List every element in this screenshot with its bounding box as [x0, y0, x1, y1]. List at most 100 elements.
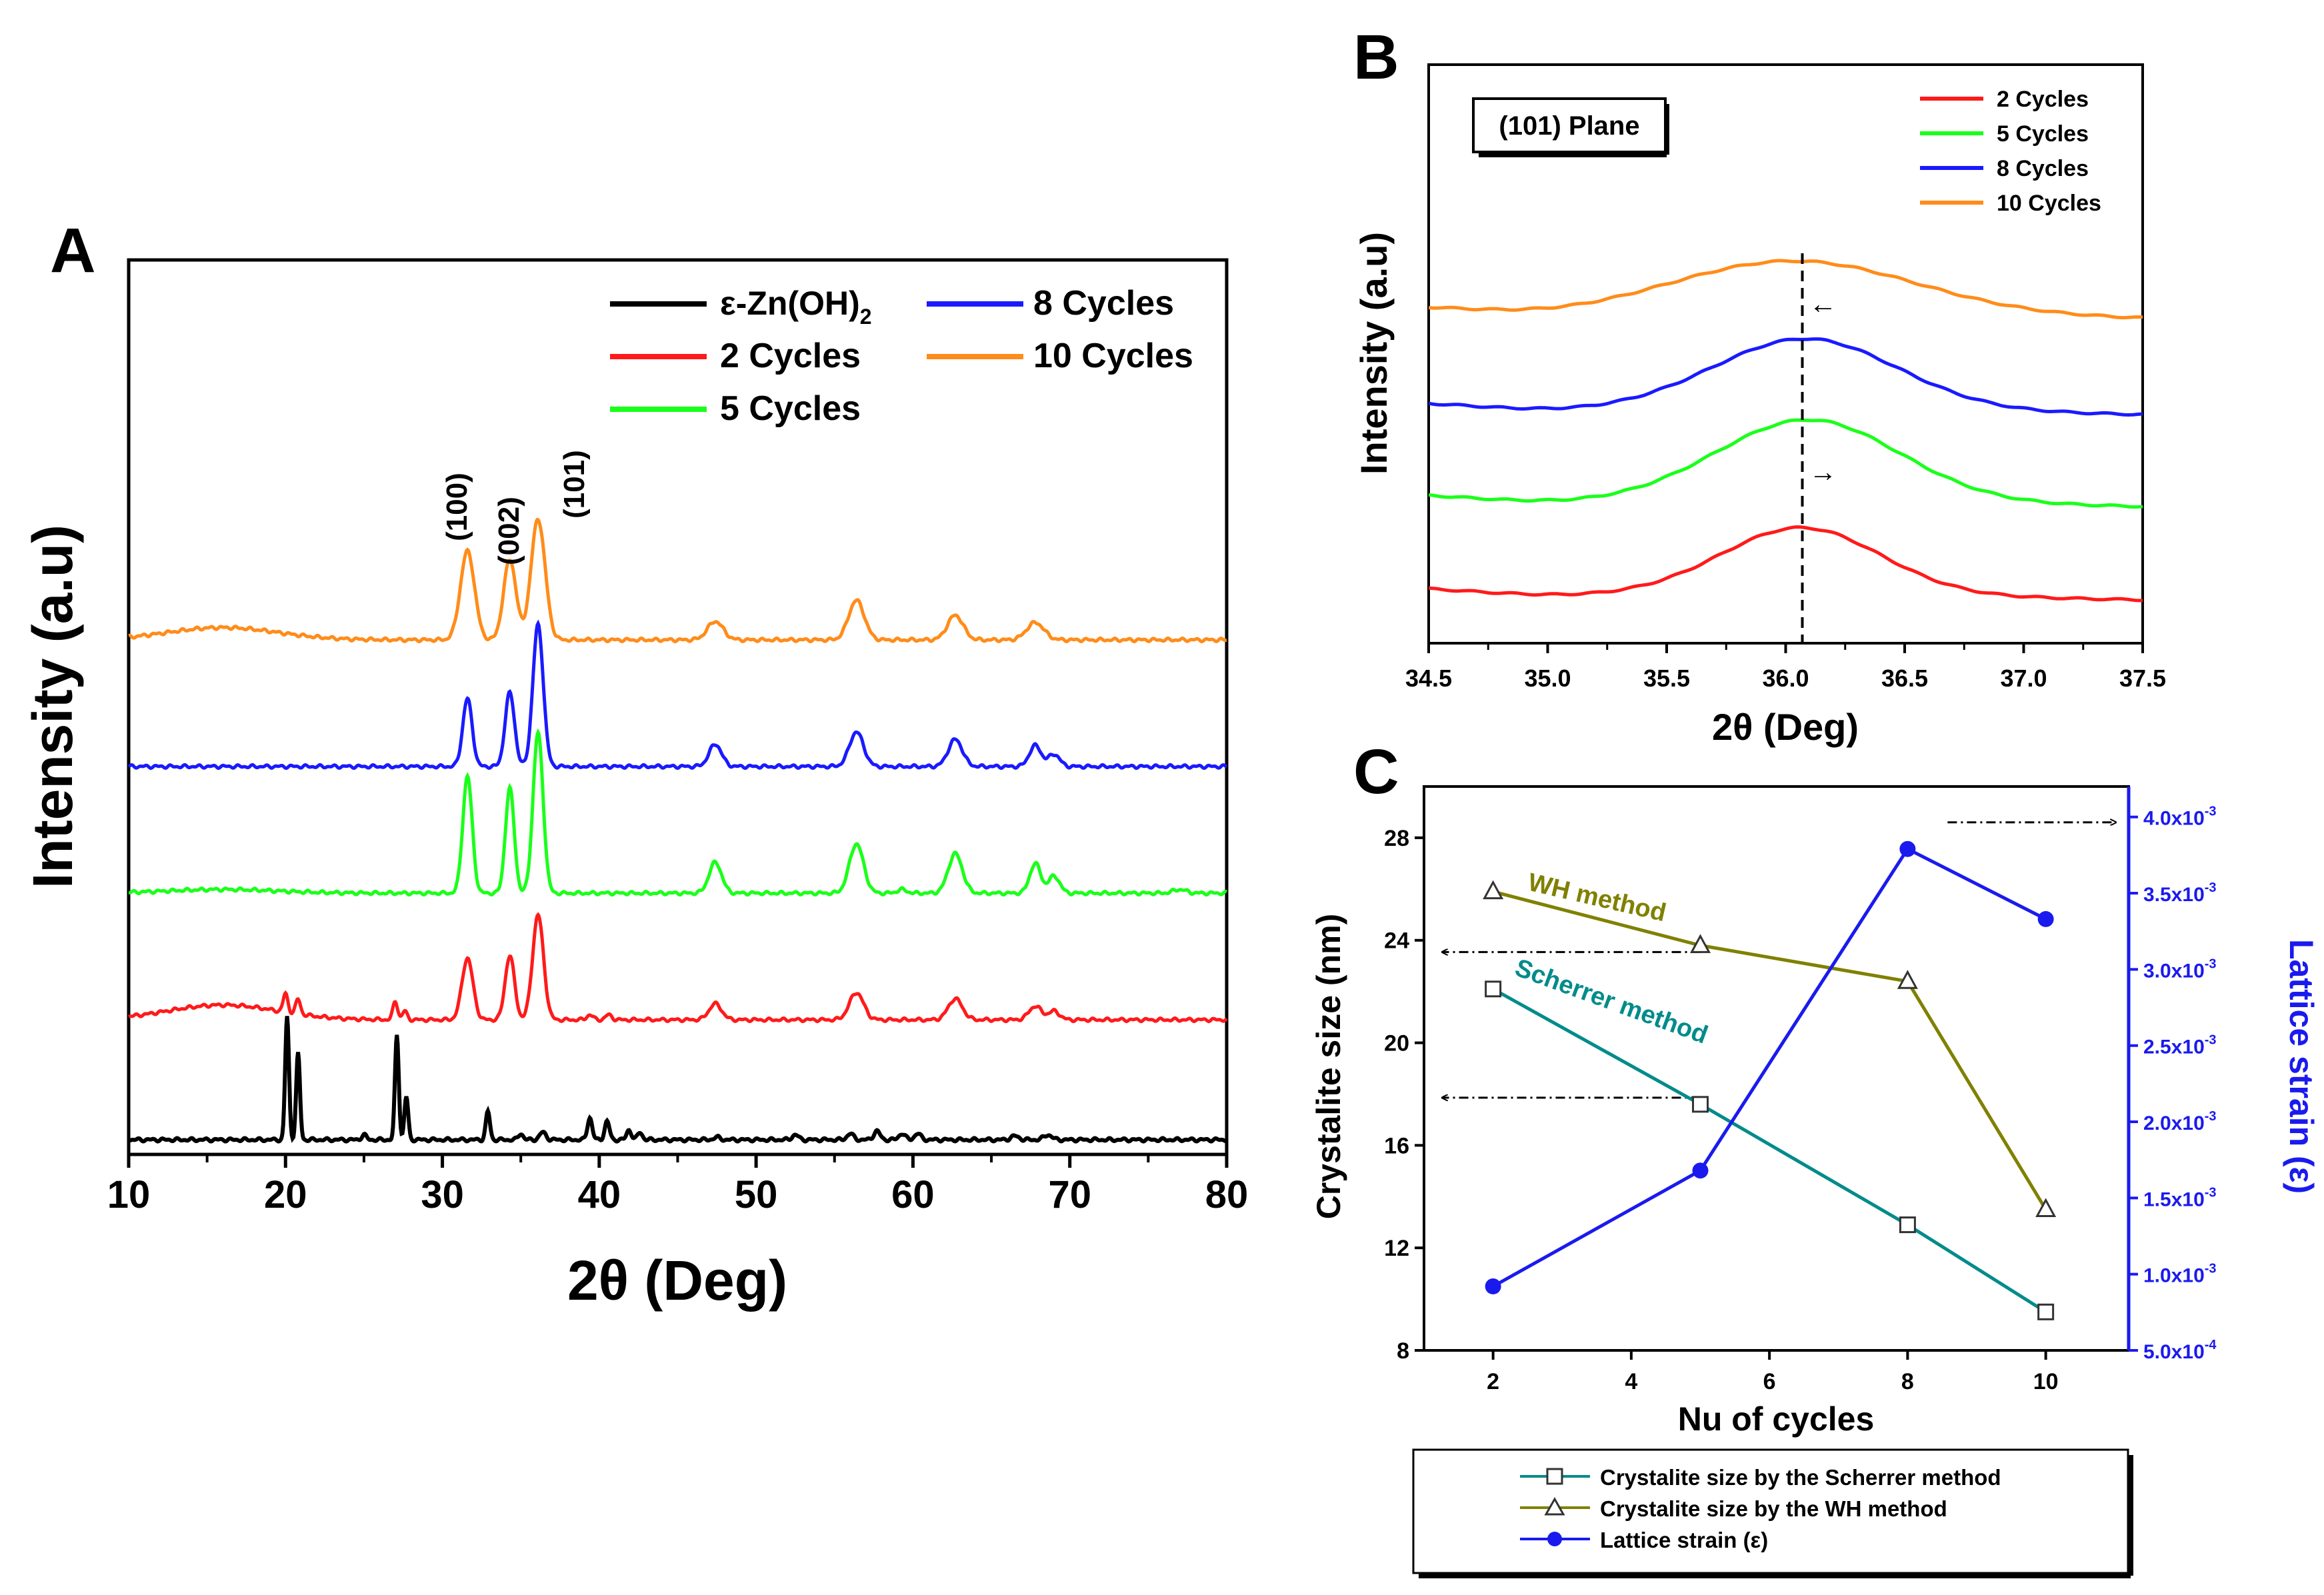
legend-a-10-cycles: 10 Cycles — [927, 337, 1193, 375]
c-y2tick-label-1-0x10-3: 1.0x10-3 — [2143, 1262, 2217, 1287]
b-xtick-label-37.5: 37.5 — [2119, 665, 2166, 692]
c-y2tick-label-3-0x10-3: 3.0x10-3 — [2143, 956, 2217, 982]
legend-c-scherrer-label: Crystalite size by the Scherrer method — [1600, 1465, 2001, 1490]
b-xtick-label-35.0: 35.0 — [1524, 665, 1571, 692]
scherrer-method-label: Scherrer method — [1511, 954, 1711, 1049]
c-ytick-label-16: 16 — [1384, 1133, 1409, 1158]
a-xtick-label-50: 50 — [735, 1173, 778, 1216]
plane-annotation-box: (101) Plane — [1472, 97, 1669, 157]
a-xtick-label-60: 60 — [891, 1173, 935, 1216]
series-b-8-cycles — [1428, 337, 2143, 417]
a-xtick-label-40: 40 — [578, 1173, 621, 1216]
legend-b-2-cycles-label: 2 Cycles — [1997, 87, 2089, 112]
panel-b-curves — [1428, 259, 2143, 603]
legend-c-strain-label: Lattice strain (ε) — [1600, 1528, 1768, 1552]
b-xtick-label-36.0: 36.0 — [1762, 665, 1809, 692]
c-y2tick-label-5-0x10-4: 5.0x10-4 — [2143, 1338, 2217, 1363]
c-xtick-label-6: 6 — [1763, 1369, 1776, 1394]
series-c-crystalite-size-by-the-scherrer-method-point-2 — [1485, 980, 1502, 998]
series-c-crystalite-size-by-the-scherrer-method-line — [1492, 987, 2047, 1314]
a-xtick-label-70: 70 — [1048, 1173, 1091, 1216]
plane-annotation-text: (101) Plane — [1499, 111, 1639, 141]
series-c-lattice-strain-point-10 — [2037, 910, 2054, 927]
series-a-8-cycles — [127, 619, 1228, 771]
legend-a-10-cycles-label: 10 Cycles — [1033, 337, 1193, 375]
series-c-crystalite-size-by-the-wh-method-line — [1492, 890, 2047, 1210]
panel-a-x-label: 2θ (Deg) — [567, 1249, 787, 1312]
c-y2tick-label-2-0x10-3: 2.0x10-3 — [2143, 1109, 2217, 1134]
panel-c-y-label: Crystalite size (nm) — [1310, 914, 1347, 1219]
panel-a-curves — [127, 517, 1228, 1144]
legend-a-5-cycles-label: 5 Cycles — [720, 389, 861, 428]
series-c-lattice-strain-point-2 — [1485, 1278, 1501, 1294]
legend-b-8-cycles-label: 8 Cycles — [1997, 156, 2089, 181]
panel-b-y-label: Intensity (a.u) — [1353, 232, 1395, 475]
panel-c-y2-label: Lattice strain (ε) — [2283, 939, 2320, 1194]
panel-label-b: B — [1353, 22, 1399, 93]
shift-arrow-right: → — [1809, 456, 1837, 487]
series-c-crystalite-size-by-the-scherrer-method-point-10 — [2037, 1303, 2055, 1320]
series-a-2-cycles — [128, 912, 1228, 1024]
c-y2tick-label-1-5x10-3: 1.5x10-3 — [2143, 1185, 2217, 1210]
legend-a-zn-oh2: ε-Zn(OH)2 — [610, 285, 872, 329]
c-ytick-label-20: 20 — [1384, 1031, 1409, 1056]
legend-a-8-cycles: 8 Cycles — [927, 284, 1174, 323]
peak-label-101: (101) — [558, 450, 591, 519]
panel-a-chart: 10 20 30 40 50 60 70 80 2θ (Deg) Intensity (a.u… — [21, 258, 1249, 1312]
series-c-crystalite-size-by-the-scherrer-method-point-5 — [1692, 1096, 1709, 1113]
legend-c-strain: Lattice strain (ε) — [1520, 1528, 1768, 1552]
legend-a-5-cycles: 5 Cycles — [610, 389, 861, 428]
c-xtick-label-8: 8 — [1901, 1369, 1914, 1394]
legend-b-10-cycles: 10 Cycles — [1920, 191, 2101, 216]
panel-c-chart: 2 4 6 8 10812162024285.0x10-41.0x10-31.5x10-… — [1310, 785, 2320, 1578]
c-xtick-label-2: 2 — [1487, 1369, 1499, 1394]
c-xtick-label-10: 10 — [2033, 1369, 2059, 1394]
panel-b-legend: 2 Cycles 5 Cycles 8 Cycles 10 Cycles — [1920, 87, 2101, 216]
a-xtick-label-30: 30 — [421, 1173, 464, 1216]
c-ytick-label-28: 28 — [1384, 826, 1409, 851]
legend-a-2-cycles: 2 Cycles — [610, 337, 861, 375]
series-c-crystalite-size-by-the-wh-method-point-5 — [1689, 934, 1711, 953]
panel-c-x-label: Nu of cycles — [1678, 1400, 1875, 1438]
panel-b-x-label: 2θ (Deg) — [1712, 706, 1859, 748]
b-xtick-label-37.0: 37.0 — [2000, 665, 2047, 692]
legend-c-wh-label: Crystalite size by the WH method — [1600, 1496, 1947, 1521]
a-xtick-label-20: 20 — [264, 1173, 307, 1216]
peak-label-100: (100) — [441, 473, 473, 541]
series-c-lattice-strain-point-5 — [1692, 1162, 1709, 1179]
panel-b-chart: 34.5 35.0 35.5 36.0 36.5 37.0 37.5 ← → (101) P… — [1353, 63, 2166, 748]
b-xtick-label-36.5: 36.5 — [1881, 665, 1928, 692]
legend-a-zn-oh2-label: ε-Zn(OH) — [720, 285, 860, 322]
legend-b-10-cycles-label: 10 Cycles — [1997, 191, 2101, 216]
c-ytick-label-24: 24 — [1384, 928, 1409, 954]
panel-c-legend: Crystalite size by the Scherrer method C… — [1412, 1448, 2133, 1578]
legend-a-zn-oh2-subscript: 2 — [860, 305, 872, 329]
c-y2tick-label-2-5x10-3: 2.5x10-3 — [2143, 1033, 2217, 1058]
series-a-5-cycles — [128, 728, 1227, 897]
b-xtick-label-35.5: 35.5 — [1643, 665, 1690, 692]
panel-c-guide-arrows — [1443, 822, 2115, 1098]
legend-a-8-cycles-label: 8 Cycles — [1033, 284, 1174, 323]
a-xtick-label-10: 10 — [107, 1173, 151, 1216]
c-ytick-label-8: 8 — [1397, 1338, 1409, 1364]
panel-a-y-label: Intensity (a.u) — [21, 525, 84, 888]
series-a-zn-oh-2 — [128, 1016, 1227, 1144]
legend-c-wh: Crystalite size by the WH method — [1520, 1496, 1947, 1521]
c-xtick-label-4: 4 — [1625, 1369, 1637, 1394]
series-c-crystalite-size-by-the-wh-method-point-2 — [1483, 880, 1504, 900]
series-a-10-cycles — [128, 517, 1227, 644]
a-xtick-label-80: 80 — [1205, 1173, 1249, 1216]
series-c-crystalite-size-by-the-wh-method-point-8 — [1897, 970, 1918, 989]
legend-b-5-cycles: 5 Cycles — [1920, 121, 2089, 147]
c-y2tick-label-4-0x10-3: 4.0x10-3 — [2143, 804, 2217, 830]
b-xtick-label-34.5: 34.5 — [1405, 665, 1452, 692]
legend-b-5-cycles-label: 5 Cycles — [1997, 121, 2089, 147]
legend-a-2-cycles-label: 2 Cycles — [720, 337, 861, 375]
svg-text:ε-Zn(OH)2: ε-Zn(OH)2 — [720, 285, 872, 329]
series-c-lattice-strain-point-8 — [1899, 840, 1916, 857]
panel-c-series — [1483, 840, 2057, 1320]
series-b-10-cycles — [1428, 259, 2143, 320]
shift-arrow-left: ← — [1809, 288, 1837, 319]
c-ytick-label-12: 12 — [1384, 1236, 1409, 1261]
